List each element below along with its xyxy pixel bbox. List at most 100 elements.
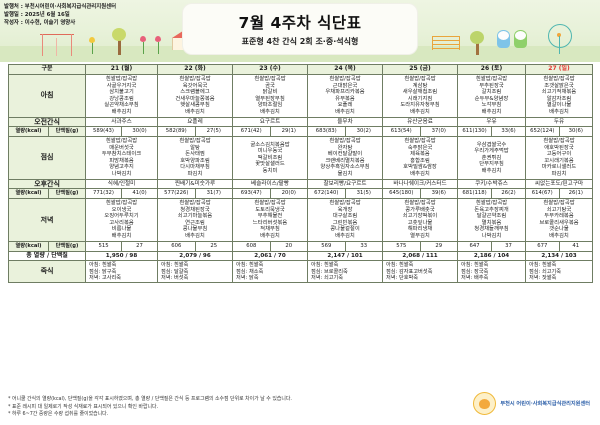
menu-item: 흰쌀밥/잡곡밥 [329, 138, 361, 145]
lunch-nutrition-cell: 693(47) 20(0) [232, 188, 309, 199]
morning-snack-cell: 사과주스 [85, 116, 159, 128]
breakfast-cell: 흰쌀밥/잡곡밥 육갓어묵국 스크램블에그 건새우마늘쫑볶음 햇살새콤무침 배추김치 [157, 73, 234, 118]
menu-item: 완자탕 [337, 144, 353, 151]
kcal-value: 589(43) [86, 127, 123, 136]
dinner-cell: 흰쌀밥/잡곡밥 콩가루배춧국 쇠고기장떡볶이 고춧잎나물 해파리냉채 열무김치 [382, 197, 459, 242]
author-line: 작성자 : 이수현, 이슬기 영양사 [4, 20, 76, 27]
nutrition-pair: 672(140) 31(5) [308, 189, 382, 198]
afternoon-snack-row: 오후간식 식혜/인절미 찐배기&미숫가루 베슬라이스/팥빵 찰보리빵/요구르트 … [7, 178, 594, 190]
ferris-wheel-pole-icon [559, 36, 560, 54]
menu-item: 멸치볶음 [481, 219, 502, 226]
menu-item: 양념고추지 [109, 164, 134, 171]
menu-item: 미니우동국 [257, 148, 283, 155]
menu-item: 흰쌀밥/잡곡밥 [105, 76, 138, 83]
nutrition-pair: 569 33 [308, 241, 382, 251]
lunch-row: 점심 흰쌀밥/잡곡밥 매운버섯국 두부참치스테이크 피망채볶음 양념고추지 나박김치 흰쌀… [7, 135, 594, 180]
dinner-cell: 흰쌀밥/잡곡밥 오이냉국 오징어두루치기 고사리볶음 비름나물 배추김치 [85, 197, 159, 242]
menu-item: 점심: 브로콜리죽 [311, 268, 348, 275]
col-header-day-3: 23 (수) [232, 64, 309, 75]
menu-item: 베이컨달걀말이 [327, 151, 363, 158]
protein-value: 20 [285, 242, 293, 249]
menu-item: 파김치 [551, 170, 567, 177]
meal-plan-table: 구분 21 (월) 22 (화) 23 (수) 24 (목) 25 (금) 26… [7, 64, 594, 284]
menu-item: 홍합조림 [410, 157, 430, 164]
menu-item: 배추김치 [410, 108, 430, 115]
total-row: 총 열량 / 단백질 1,950 / 98 2,079 / 96 2,061 /… [7, 250, 594, 262]
row-label-breakfast: 아침 [7, 73, 87, 118]
menu-item: 실곤약채소무침 [104, 102, 139, 109]
lunch-nutrition-cell: 645(180) 39(6) [382, 188, 459, 199]
menu-item: 흰쌀밥/잡곡밥 [475, 76, 508, 83]
row-label-lunch: 점심 [7, 135, 87, 180]
row-label-protein: 단백질(g) [47, 126, 87, 137]
morning-snack-cell: 두유 [525, 116, 594, 128]
nutrition-pair: 577(226) 31(7) [158, 189, 232, 198]
menu-item: 아침: 흰쌀죽 [311, 262, 339, 269]
menu-item: 배추김치 [410, 170, 430, 177]
row-label-protein: 단백질(g) [47, 188, 87, 199]
afternoon-snack-cell: 바나나쉐이크/커스터드 [382, 178, 459, 190]
nutrition-pair: 608 20 [233, 241, 307, 251]
tulip-stem-icon [92, 42, 93, 54]
kcal-value: 693(47) [233, 189, 271, 198]
ferris-wheel-icon [548, 24, 572, 48]
menu-item: 배추김치 [185, 108, 205, 115]
tulip-icon [155, 36, 161, 42]
menu-item: 알탕 [190, 144, 200, 151]
menu-item: 콩가루배춧국 [405, 206, 435, 213]
col-header-day-1: 21 (월) [85, 64, 159, 75]
kcal-value: 515 [86, 241, 123, 251]
page-title: 7월 4주차 식단표 [238, 14, 362, 32]
menu-item: 흰쌀밥/잡곡밥 [404, 200, 436, 207]
total-cell: 2,079 / 96 [157, 250, 234, 262]
morning-snack-cell: 요구르트 [232, 116, 309, 128]
menu-item: 굴소스김치볶음밥 [250, 141, 290, 148]
protein-value: 39(6) [431, 190, 446, 197]
kcal-value: 645(180) [383, 189, 421, 198]
nutrition-pair: 647 37 [458, 241, 525, 251]
nutrition-pair: 677 41 [526, 241, 592, 251]
footnote-2: * 표준 레시피 대 일제로기 작성 식재료가 표시되어 있으니 확인 바랍니다… [8, 403, 159, 410]
nutrition-pair: 611(130) 33(6) [458, 127, 525, 136]
menu-item: 청경채들깨무침 [474, 226, 509, 233]
kcal-value: 652(124) [526, 127, 560, 136]
menu-item: 호박밀쌈&쌈장 [403, 164, 437, 171]
protein-value: 27 [136, 242, 143, 249]
menu-item: 아침: 흰쌀죽 [386, 262, 414, 269]
menu-item: 배추김치 [260, 232, 280, 239]
protein-value: 30(0) [132, 128, 147, 135]
menu-item: 흰쌀밥/잡곡밥 [543, 76, 575, 83]
menu-item: 요플레 [337, 102, 353, 109]
lunch-nutrition-cell: 577(226) 31(7) [157, 188, 234, 199]
menu-item: 오이냉국 [111, 206, 132, 213]
menu-item: 두부카레볶음 [544, 213, 574, 220]
menu-item: 열무김치 [410, 232, 430, 239]
row-label-kcal: 열량(kcal) [8, 240, 49, 252]
tree-trunk-icon [118, 40, 121, 55]
menu-item: 육갓어묵국 [182, 82, 208, 89]
breakfast-nutrition-cell: 613(54) 37(0) [382, 126, 459, 137]
total-cell: 2,068 / 111 [382, 250, 459, 262]
swing-pole-right-icon [71, 34, 72, 56]
menu-item: 부추된장국 [479, 82, 504, 89]
menu-item: 햇살새콤무침 [180, 102, 210, 109]
kcal-value: 614(67) [526, 189, 560, 198]
nutrition-pair: 683(83) 30(2) [308, 127, 382, 136]
row-label-kcal: 열량(kcal) [8, 126, 49, 137]
protein-value: 30(2) [356, 128, 371, 135]
publish-date-line: 발행일 : 2025년 6월 16일 [4, 12, 70, 19]
protein-value: 30(6) [568, 128, 583, 135]
lunch-cell: 흰쌀밥/잡곡밥 알탕 돈사태찜 호박양파조림 다시마채무침 파김치 [157, 135, 234, 180]
decorative-header-band: 발행처 : 부천시어린이·사회복지급식관리지원센터 발행일 : 2025년 6월… [0, 0, 600, 62]
menu-item: 닭갈비 [262, 89, 278, 96]
menu-item: 점심: 쇠고기죽 [529, 268, 562, 275]
kcal-value: 611(130) [458, 127, 493, 136]
menu-item: 숙주맑은국 [407, 144, 433, 151]
menu-item: 아침: 흰쌀죽 [461, 262, 489, 269]
afternoon-snack-cell: 찰보리빵/요구르트 [307, 178, 384, 190]
col-header-day-5: 25 (금) [382, 64, 459, 75]
menu-item: 흰쌀밥/잡곡밥 [543, 200, 575, 207]
menu-item: 우리가게주먹밥 [474, 148, 509, 155]
menu-item: 동치미 [262, 167, 278, 174]
dinner-cell: 흰쌀밥/잡곡밥 쇠고기탕국 두부카레볶음 브로콜리새우볶음 갯순나물 배추김치 [525, 197, 594, 242]
